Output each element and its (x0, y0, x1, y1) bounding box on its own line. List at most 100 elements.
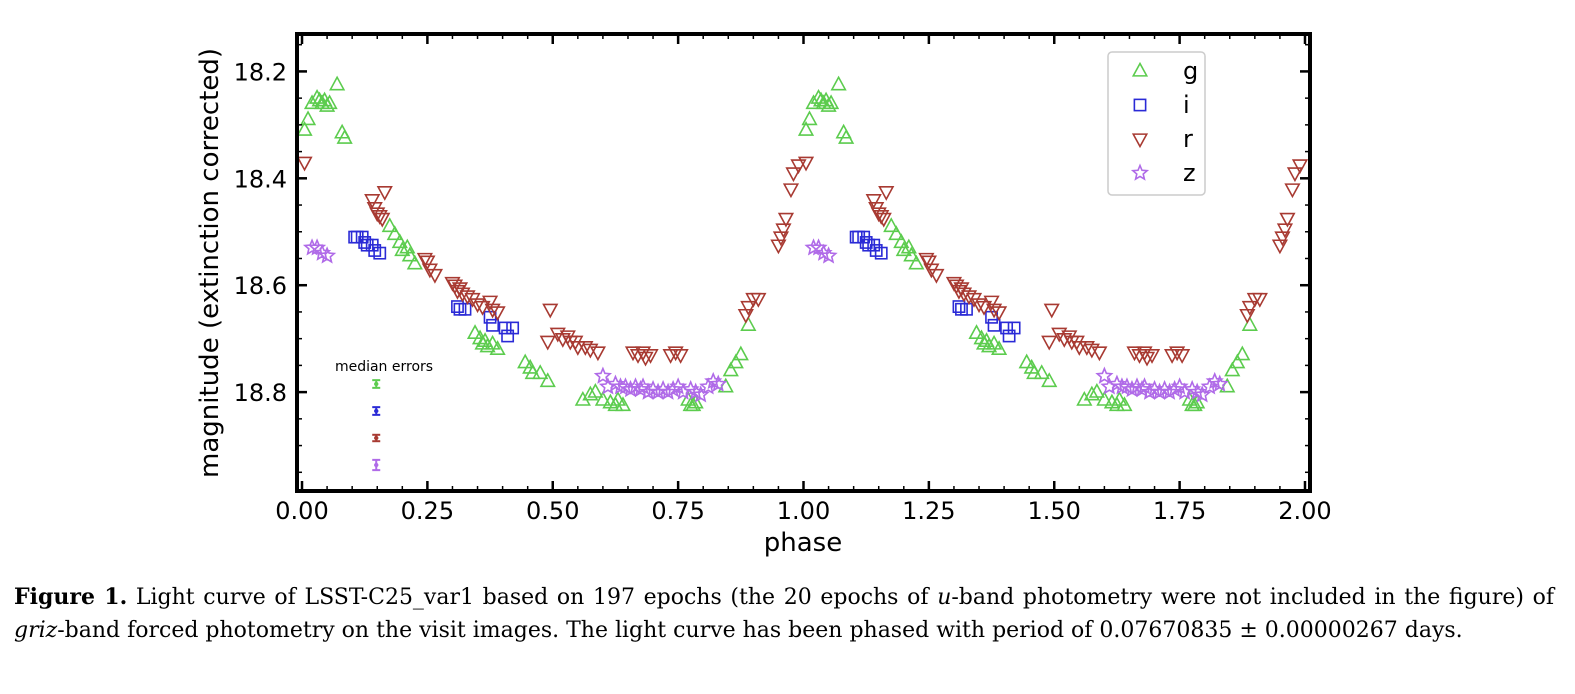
x-tick-label: 1.00 (777, 497, 830, 525)
legend-marker-r (1131, 133, 1149, 149)
data-point-g (810, 88, 827, 104)
median-error-bar-i (372, 406, 381, 416)
data-point-r (1051, 327, 1068, 343)
data-point-r (777, 212, 795, 228)
data-point-r (416, 252, 433, 268)
data-point-g (381, 217, 398, 233)
data-point-r (797, 156, 815, 172)
data-point-g (830, 75, 847, 91)
legend-label-i: i (1183, 91, 1190, 119)
data-point-g (727, 353, 744, 369)
data-point-g (336, 129, 353, 144)
data-point-g (722, 361, 739, 377)
data-point-r (750, 292, 767, 308)
data-point-r (459, 290, 476, 306)
legend-marker-z (1130, 163, 1150, 181)
data-point-z (804, 238, 823, 256)
data-point-z (593, 366, 613, 384)
data-point-r (875, 212, 892, 228)
data-point-g (318, 96, 336, 112)
data-point-r (965, 292, 983, 308)
data-point-r (1169, 346, 1186, 362)
data-point-r (589, 346, 606, 362)
data-point-g (888, 225, 905, 241)
data-point-g (1241, 316, 1258, 331)
series-g (296, 75, 1258, 412)
data-point-r (484, 303, 501, 319)
data-point-r (1286, 167, 1304, 183)
data-point-g (532, 364, 549, 380)
data-point-r (672, 349, 689, 364)
x-tick-label: 2.00 (1278, 497, 1331, 525)
axis-ticks (297, 34, 1310, 491)
data-point-g (394, 241, 411, 257)
data-point-i (451, 300, 464, 314)
y-axis-label: magnitude (extinction corrected) (195, 48, 225, 478)
data-point-g (1018, 353, 1035, 369)
data-point-g (801, 110, 818, 126)
data-point-r (1279, 212, 1296, 228)
data-point-r (960, 290, 978, 306)
data-point-r (374, 212, 391, 228)
data-point-r (785, 167, 802, 183)
data-point-i (1000, 321, 1014, 335)
data-point-r (918, 252, 935, 268)
data-point-g (883, 217, 900, 233)
data-point-r (1041, 335, 1058, 351)
data-point-r (464, 292, 481, 308)
data-point-g (990, 340, 1008, 356)
data-point-z (317, 246, 337, 264)
data-point-g (574, 390, 591, 406)
data-point-i (960, 302, 973, 316)
data-point-r (489, 306, 506, 322)
data-point-i (506, 321, 520, 335)
y-tick-label: 18.2 (234, 58, 287, 86)
data-point-g (687, 393, 704, 409)
data-point-g (685, 396, 702, 412)
data-point-r (1284, 183, 1301, 199)
figure-caption: Figure 1. Light curve of LSST-C25_var1 b… (14, 581, 1554, 647)
data-point-g (1088, 382, 1105, 398)
data-point-r (870, 207, 887, 223)
data-point-g (985, 334, 1003, 350)
legend-item-g: g (1131, 57, 1198, 85)
data-point-r (376, 186, 393, 201)
data-point-g (1083, 385, 1100, 401)
legend-label-g: g (1183, 57, 1198, 85)
data-point-g (822, 94, 840, 110)
data-point-r (1126, 346, 1143, 362)
data-point-g (1096, 390, 1113, 406)
y-tick-label: 18.4 (234, 165, 287, 193)
data-point-g (308, 88, 326, 104)
data-point-r (740, 300, 757, 316)
data-point-i (1007, 321, 1021, 335)
data-point-g (386, 225, 403, 241)
caption-italic-u: u (937, 585, 952, 610)
data-point-g (797, 121, 815, 136)
data-point-r (873, 210, 890, 225)
data-point-z (611, 377, 630, 395)
data-point-i (498, 321, 512, 335)
caption-text-2: -band photometry were not included in th… (951, 585, 1555, 610)
data-point-g (1234, 345, 1251, 361)
data-point-r (539, 335, 556, 351)
legend-item-r: r (1131, 125, 1193, 153)
series-r (296, 156, 1309, 367)
data-point-r (1078, 341, 1095, 356)
data-point-r (975, 300, 993, 316)
legend-marker-i (1133, 98, 1147, 112)
caption-italic-griz: griz (14, 618, 58, 643)
data-point-g (1219, 377, 1236, 393)
caption-label: Figure 1. (14, 584, 128, 610)
data-point-z (1095, 366, 1114, 384)
data-point-z (302, 238, 322, 256)
data-point-g (466, 324, 484, 339)
data-point-r (983, 295, 1000, 311)
data-point-r (542, 303, 559, 319)
x-tick-label: 1.75 (1153, 497, 1206, 525)
data-point-g (980, 337, 998, 353)
data-point-g (838, 129, 855, 144)
data-point-r (865, 194, 882, 209)
